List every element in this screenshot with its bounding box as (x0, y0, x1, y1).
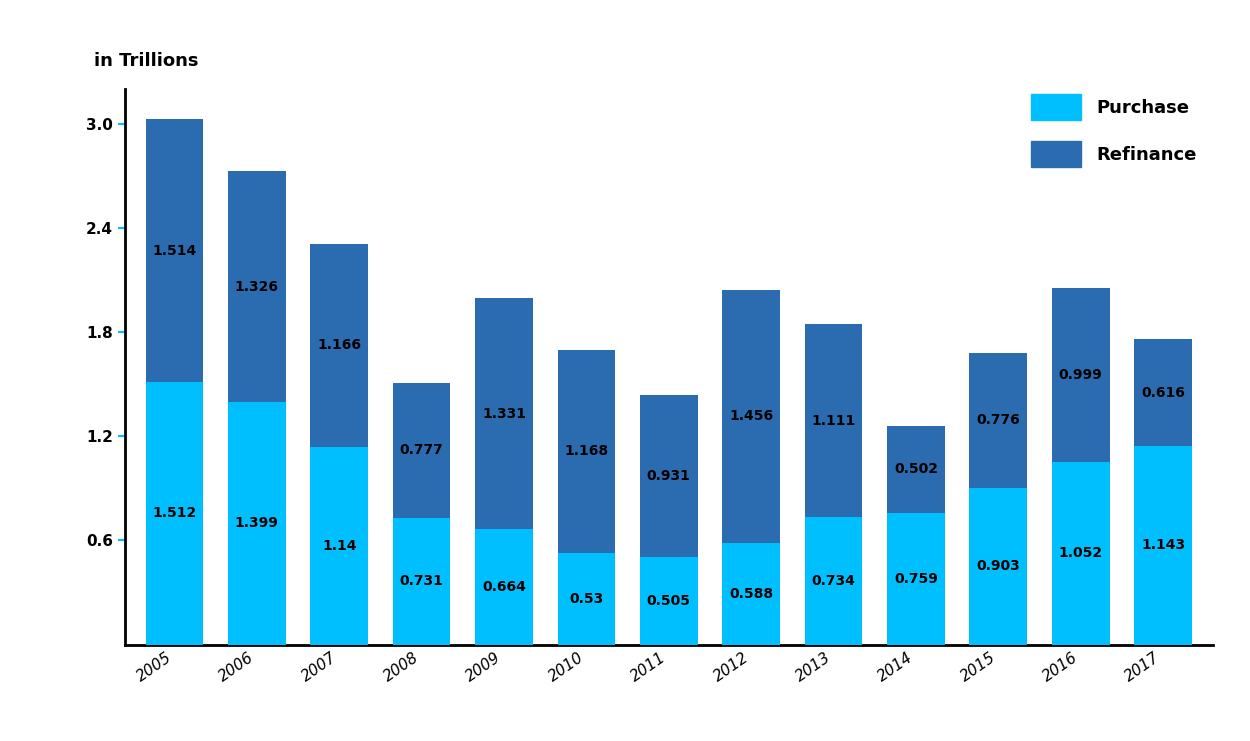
Bar (475, 529, 532, 645)
Text: 1.143: 1.143 (1141, 539, 1185, 553)
Text: 0.759: 0.759 (894, 572, 938, 586)
Text: 0.588: 0.588 (729, 587, 774, 601)
Bar (310, 245, 368, 447)
Text: 1.331: 1.331 (482, 407, 526, 421)
Bar (1134, 339, 1192, 446)
Text: 1.514: 1.514 (152, 244, 196, 258)
Text: 0.777: 0.777 (400, 443, 444, 457)
Bar (392, 518, 450, 645)
Text: 1.326: 1.326 (235, 279, 279, 293)
Text: 0.664: 0.664 (482, 580, 526, 594)
Text: 1.166: 1.166 (318, 339, 361, 353)
Bar (722, 290, 780, 542)
Text: 1.052: 1.052 (1059, 546, 1102, 560)
Text: 0.931: 0.931 (646, 469, 691, 483)
Bar (475, 298, 532, 529)
Text: 0.505: 0.505 (646, 594, 691, 608)
Bar (228, 402, 286, 645)
Text: 1.168: 1.168 (564, 444, 609, 458)
Text: 0.731: 0.731 (400, 574, 444, 588)
Bar (640, 557, 698, 645)
Bar (1051, 288, 1110, 462)
Text: 1.14: 1.14 (322, 539, 356, 553)
Text: 0.53: 0.53 (569, 591, 604, 605)
Legend: Purchase, Refinance: Purchase, Refinance (1024, 87, 1204, 174)
Bar (558, 350, 615, 553)
Bar (310, 447, 368, 645)
Text: 1.111: 1.111 (811, 413, 856, 428)
Text: 0.776: 0.776 (976, 413, 1020, 428)
Bar (970, 488, 1028, 645)
Bar (558, 553, 615, 645)
Text: 1.456: 1.456 (729, 409, 774, 423)
Bar (888, 513, 945, 645)
Bar (1134, 446, 1192, 645)
Bar (145, 119, 204, 382)
Text: 0.999: 0.999 (1059, 368, 1102, 382)
Text: 0.616: 0.616 (1141, 385, 1185, 399)
Text: 0.734: 0.734 (811, 574, 855, 588)
Bar (888, 425, 945, 513)
Bar (805, 517, 862, 645)
Bar (970, 353, 1028, 488)
Bar (640, 395, 698, 557)
Text: in Trillions: in Trillions (94, 52, 199, 70)
Bar (228, 171, 286, 402)
Bar (1051, 462, 1110, 645)
Bar (805, 325, 862, 517)
Text: 1.512: 1.512 (152, 506, 196, 520)
Bar (392, 383, 450, 518)
Text: 1.399: 1.399 (235, 516, 279, 531)
Bar (145, 382, 204, 645)
Text: 0.502: 0.502 (894, 462, 938, 476)
Text: 0.903: 0.903 (976, 559, 1020, 574)
Bar (722, 542, 780, 645)
